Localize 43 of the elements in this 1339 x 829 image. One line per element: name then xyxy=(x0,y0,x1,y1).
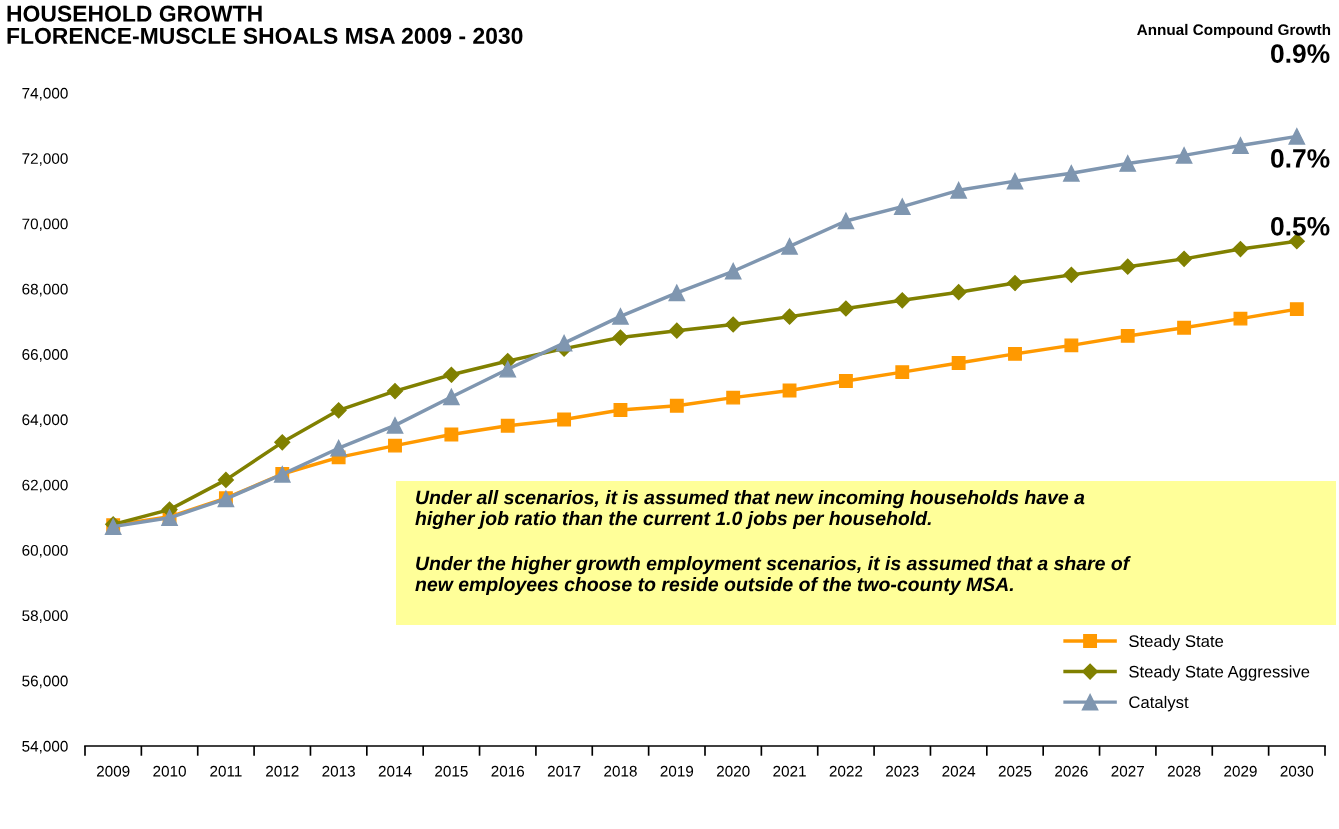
y-tick-label: 70,000 xyxy=(22,218,68,232)
y-tick-label: 64,000 xyxy=(22,414,68,427)
x-tick-label: 2022 xyxy=(829,765,863,777)
y-tick-label: 68,000 xyxy=(22,283,68,297)
x-tick-label: 2016 xyxy=(491,765,525,777)
text: Annual Compound Growth xyxy=(1137,23,1331,39)
x-tick-label: 2012 xyxy=(266,765,299,777)
annotation: 0.9% xyxy=(1271,44,1330,63)
x-tick-label: 2009 xyxy=(96,765,130,777)
y-tick-label: 74,000 xyxy=(22,87,68,101)
x-tick-label: 2021 xyxy=(773,765,806,777)
x-tick-label: 2015 xyxy=(435,765,468,777)
x-tick-label: 2024 xyxy=(942,765,976,777)
chart-title: HOUSEHOLD GROWTH FLORENCE-MUSCLE SHOALS MSA 2009 - 2030 xyxy=(7,5,523,45)
y-tick-label: 58,000 xyxy=(22,610,68,623)
annotation: 0.5% xyxy=(1271,216,1330,236)
legend-label: Catalyst xyxy=(1129,695,1189,712)
y-tick-label: 60,000 xyxy=(22,544,68,558)
x-tick-label: 2011 xyxy=(210,765,242,777)
x-tick-label: 2028 xyxy=(1167,765,1201,777)
x-tick-label: 2025 xyxy=(998,765,1032,777)
x-tick-label: 2020 xyxy=(716,765,750,777)
legend-label: Steady State Aggressive xyxy=(1129,665,1310,681)
x-tick-label: 2018 xyxy=(604,765,637,777)
y-tick-label: 62,000 xyxy=(22,479,68,493)
x-tick-label: 2030 xyxy=(1280,765,1314,777)
x-tick-label: 2013 xyxy=(322,765,355,777)
x-tick-label: 2026 xyxy=(1055,765,1088,777)
y-tick-label: 56,000 xyxy=(22,675,68,689)
x-tick-label: 2019 xyxy=(660,765,694,777)
y-tick-label: 54,000 xyxy=(22,740,68,754)
annotation: Under all scenarios, it is assumed that new incoming households have a higher job ratio than the current 1.0 jobs per household. xyxy=(415,490,1085,530)
x-tick-label: 2023 xyxy=(886,765,919,777)
annotation: 0.7% xyxy=(1271,149,1330,168)
annotation: Under the higher growth employment scenarios, it is assumed that a share of new employees choose to reside outside of the two-county MSA. xyxy=(415,556,1131,596)
y-tick-label: 72,000 xyxy=(22,153,68,166)
x-tick-label: 2010 xyxy=(153,765,186,777)
x-tick-label: 2014 xyxy=(378,765,412,777)
x-tick-label: 2027 xyxy=(1111,765,1144,777)
legend-label: Steady State xyxy=(1129,634,1224,651)
x-tick-label: 2017 xyxy=(547,765,581,777)
x-tick-label: 2029 xyxy=(1224,765,1257,777)
y-tick-label: 66,000 xyxy=(22,349,68,362)
